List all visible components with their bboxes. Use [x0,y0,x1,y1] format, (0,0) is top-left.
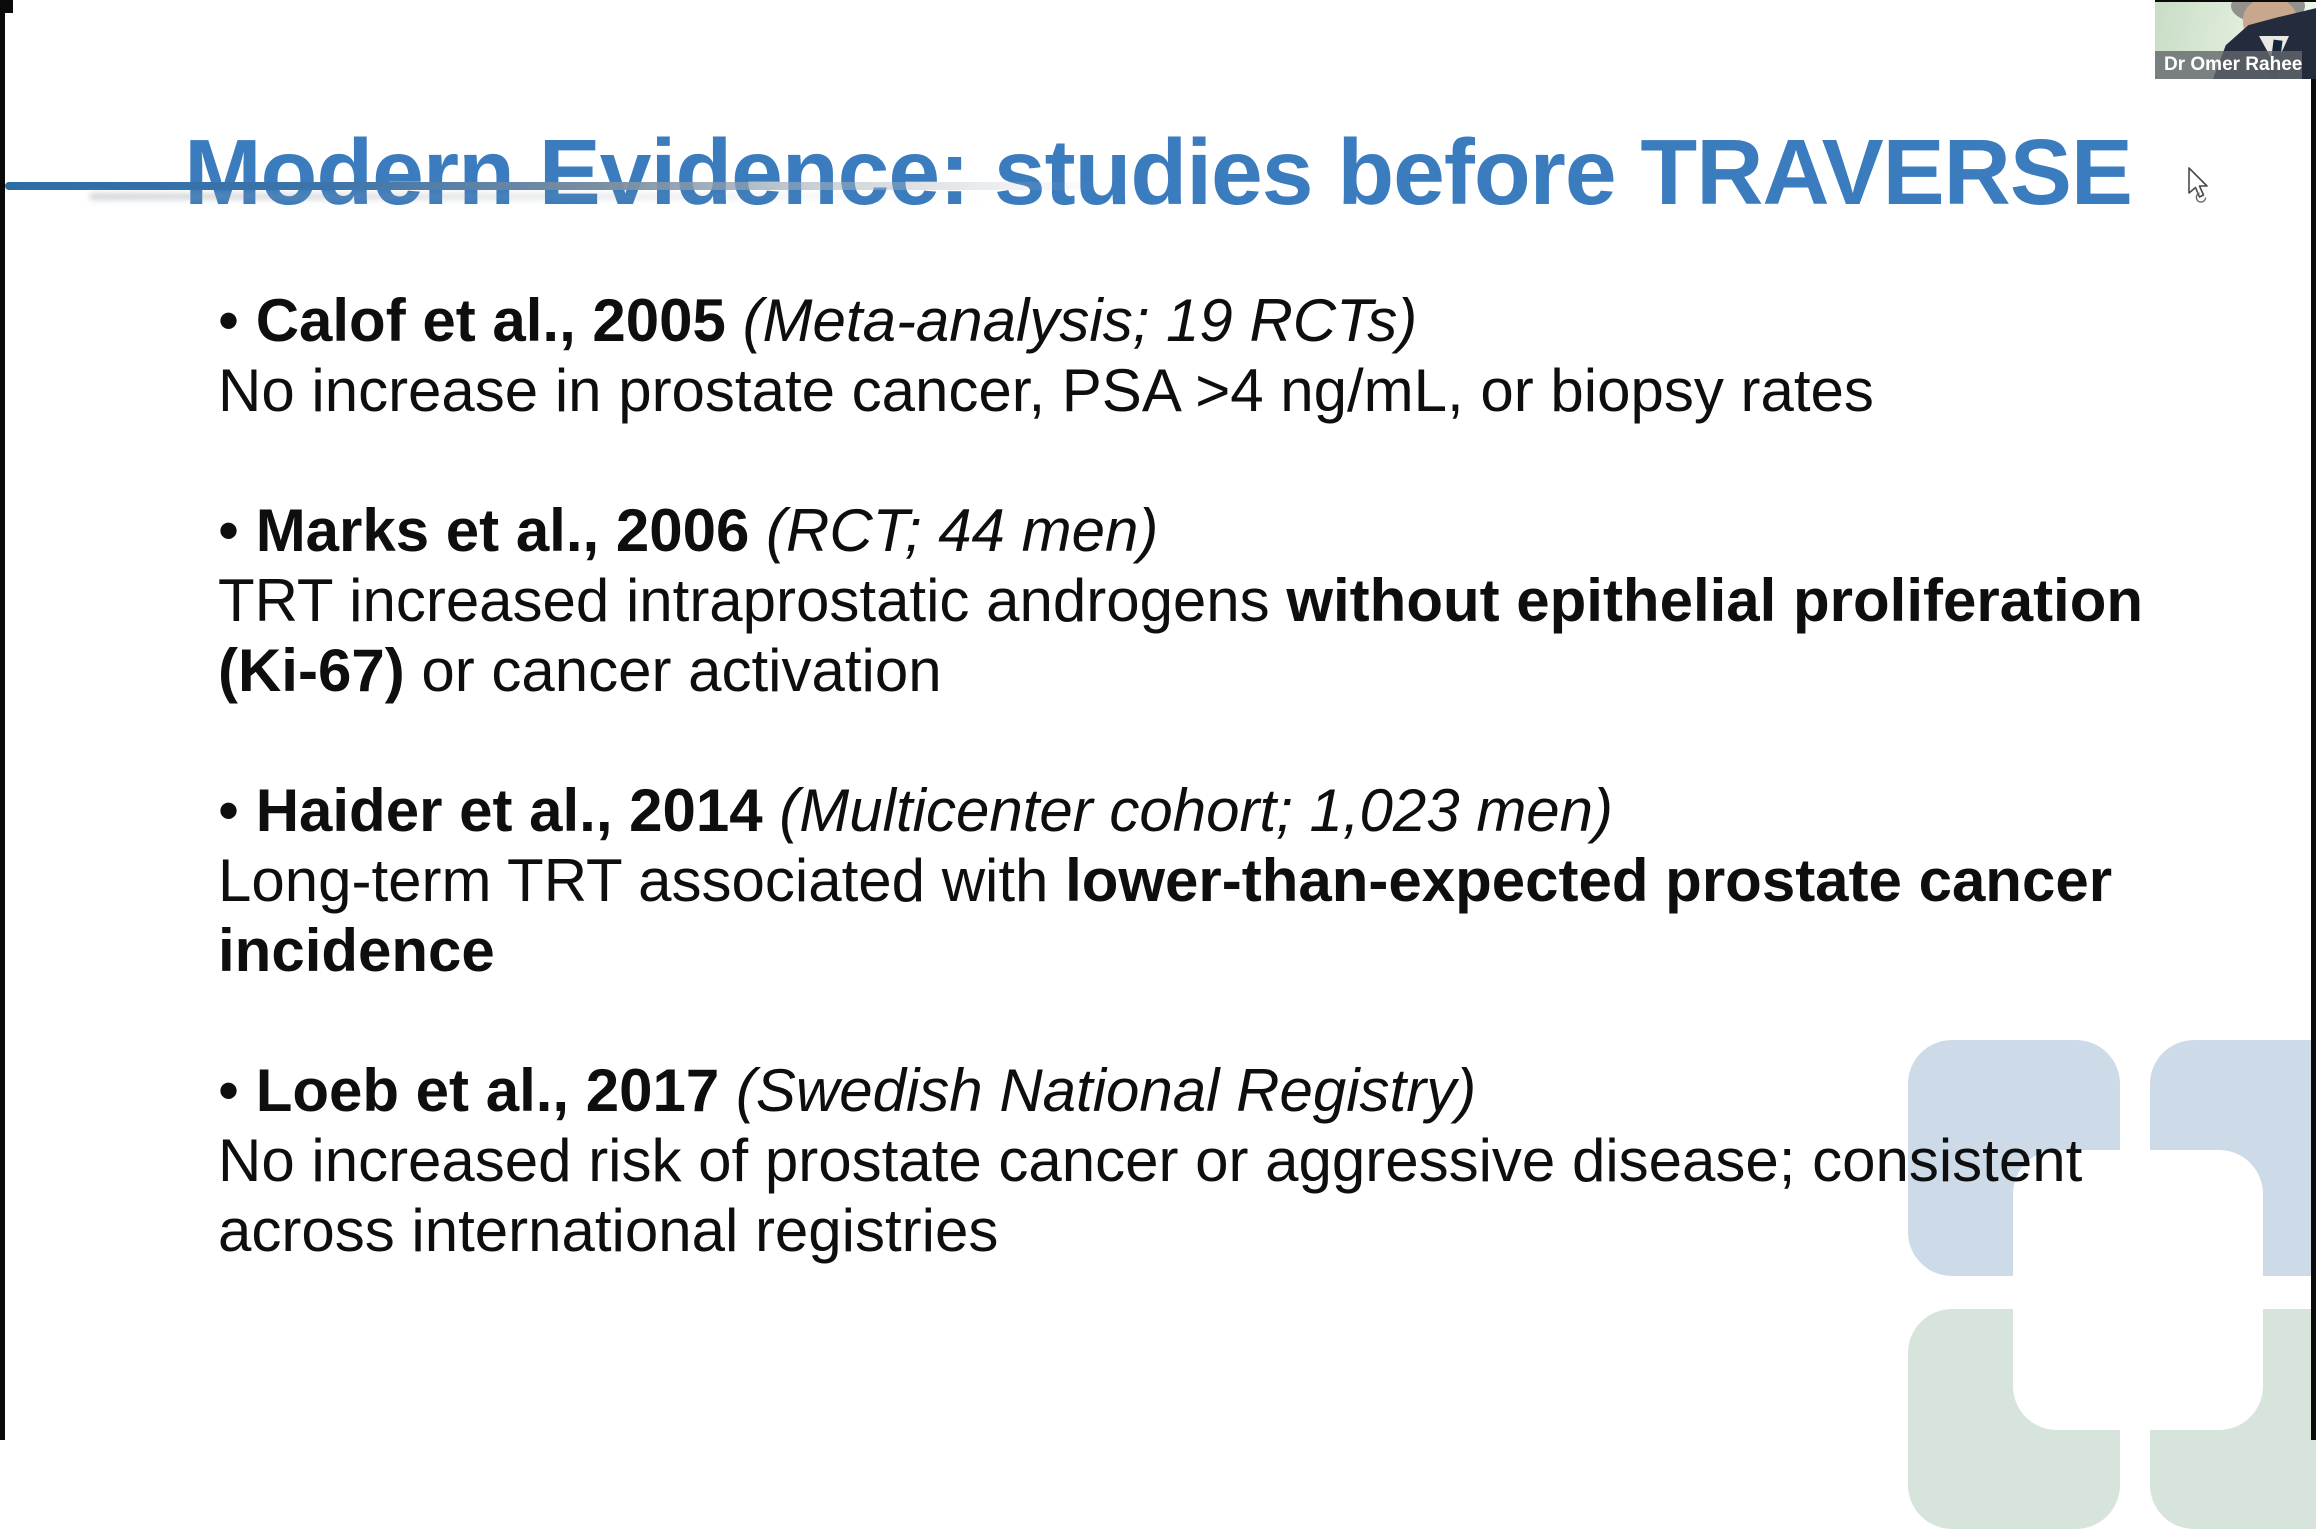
logo-center-square [2013,1150,2263,1430]
participant-name-label: Dr Omer Raheem [2155,51,2302,79]
text-segment: Calof et al., 2005 [255,287,726,354]
text-segment: (Meta-analysis; 19 RCTs) [725,287,1418,354]
text-segment: without epithelial proliferation (Ki-67) [218,567,2144,704]
bullet-item-marks: • Marks et al., 2006 (RCT; 44 men) TRT i… [218,496,2153,706]
text-segment: • [218,777,256,844]
text-segment: Loeb et al., 2017 [255,1057,720,1124]
title-underline-shadow [90,193,1100,200]
text-segment: No increase in prostate cancer, PSA >4 n… [218,357,1874,424]
text-segment: No increased risk of prostate cancer or … [218,1127,2083,1264]
text-segment: (Multicenter cohort; 1,023 men) [762,777,1614,844]
bullet-item-loeb: • Loeb et al., 2017 (Swedish National Re… [218,1056,2153,1266]
text-segment: • [218,497,256,564]
text-segment: TRT increased intraprostatic androgens [218,567,1270,634]
text-segment: Haider et al., 2014 [255,777,763,844]
slide-body: • Calof et al., 2005 (Meta-analysis; 19 … [218,286,2153,1336]
page-title: Modern Evidence: studies before TRAVERSE [184,120,2133,225]
bullet-item-calof: • Calof et al., 2005 (Meta-analysis; 19 … [218,286,2153,426]
top-left-corner-mark [0,0,13,13]
title-underline [5,182,1155,190]
text-segment: (RCT; 44 men) [749,497,1159,564]
text-segment: or cancer activation [404,637,942,704]
cursor-busy-indicator [2195,192,2207,203]
mouse-cursor [2188,167,2208,203]
participant-video[interactable]: Dr Omer Raheem [2155,0,2316,79]
text-segment: Marks et al., 2006 [255,497,750,564]
right-border [2311,0,2316,1440]
text-segment: Long-term TRT associated with [218,847,1049,914]
text-segment: • [218,1057,256,1124]
text-segment: • [218,287,256,354]
bullet-item-haider: • Haider et al., 2014 (Multicenter cohor… [218,776,2153,986]
left-border [0,0,5,1440]
text-segment: lower-than-expected prostate cancer inci… [218,847,2113,984]
text-segment: (Swedish National Registry) [719,1057,1477,1124]
decorative-logo [1908,1038,2316,1529]
